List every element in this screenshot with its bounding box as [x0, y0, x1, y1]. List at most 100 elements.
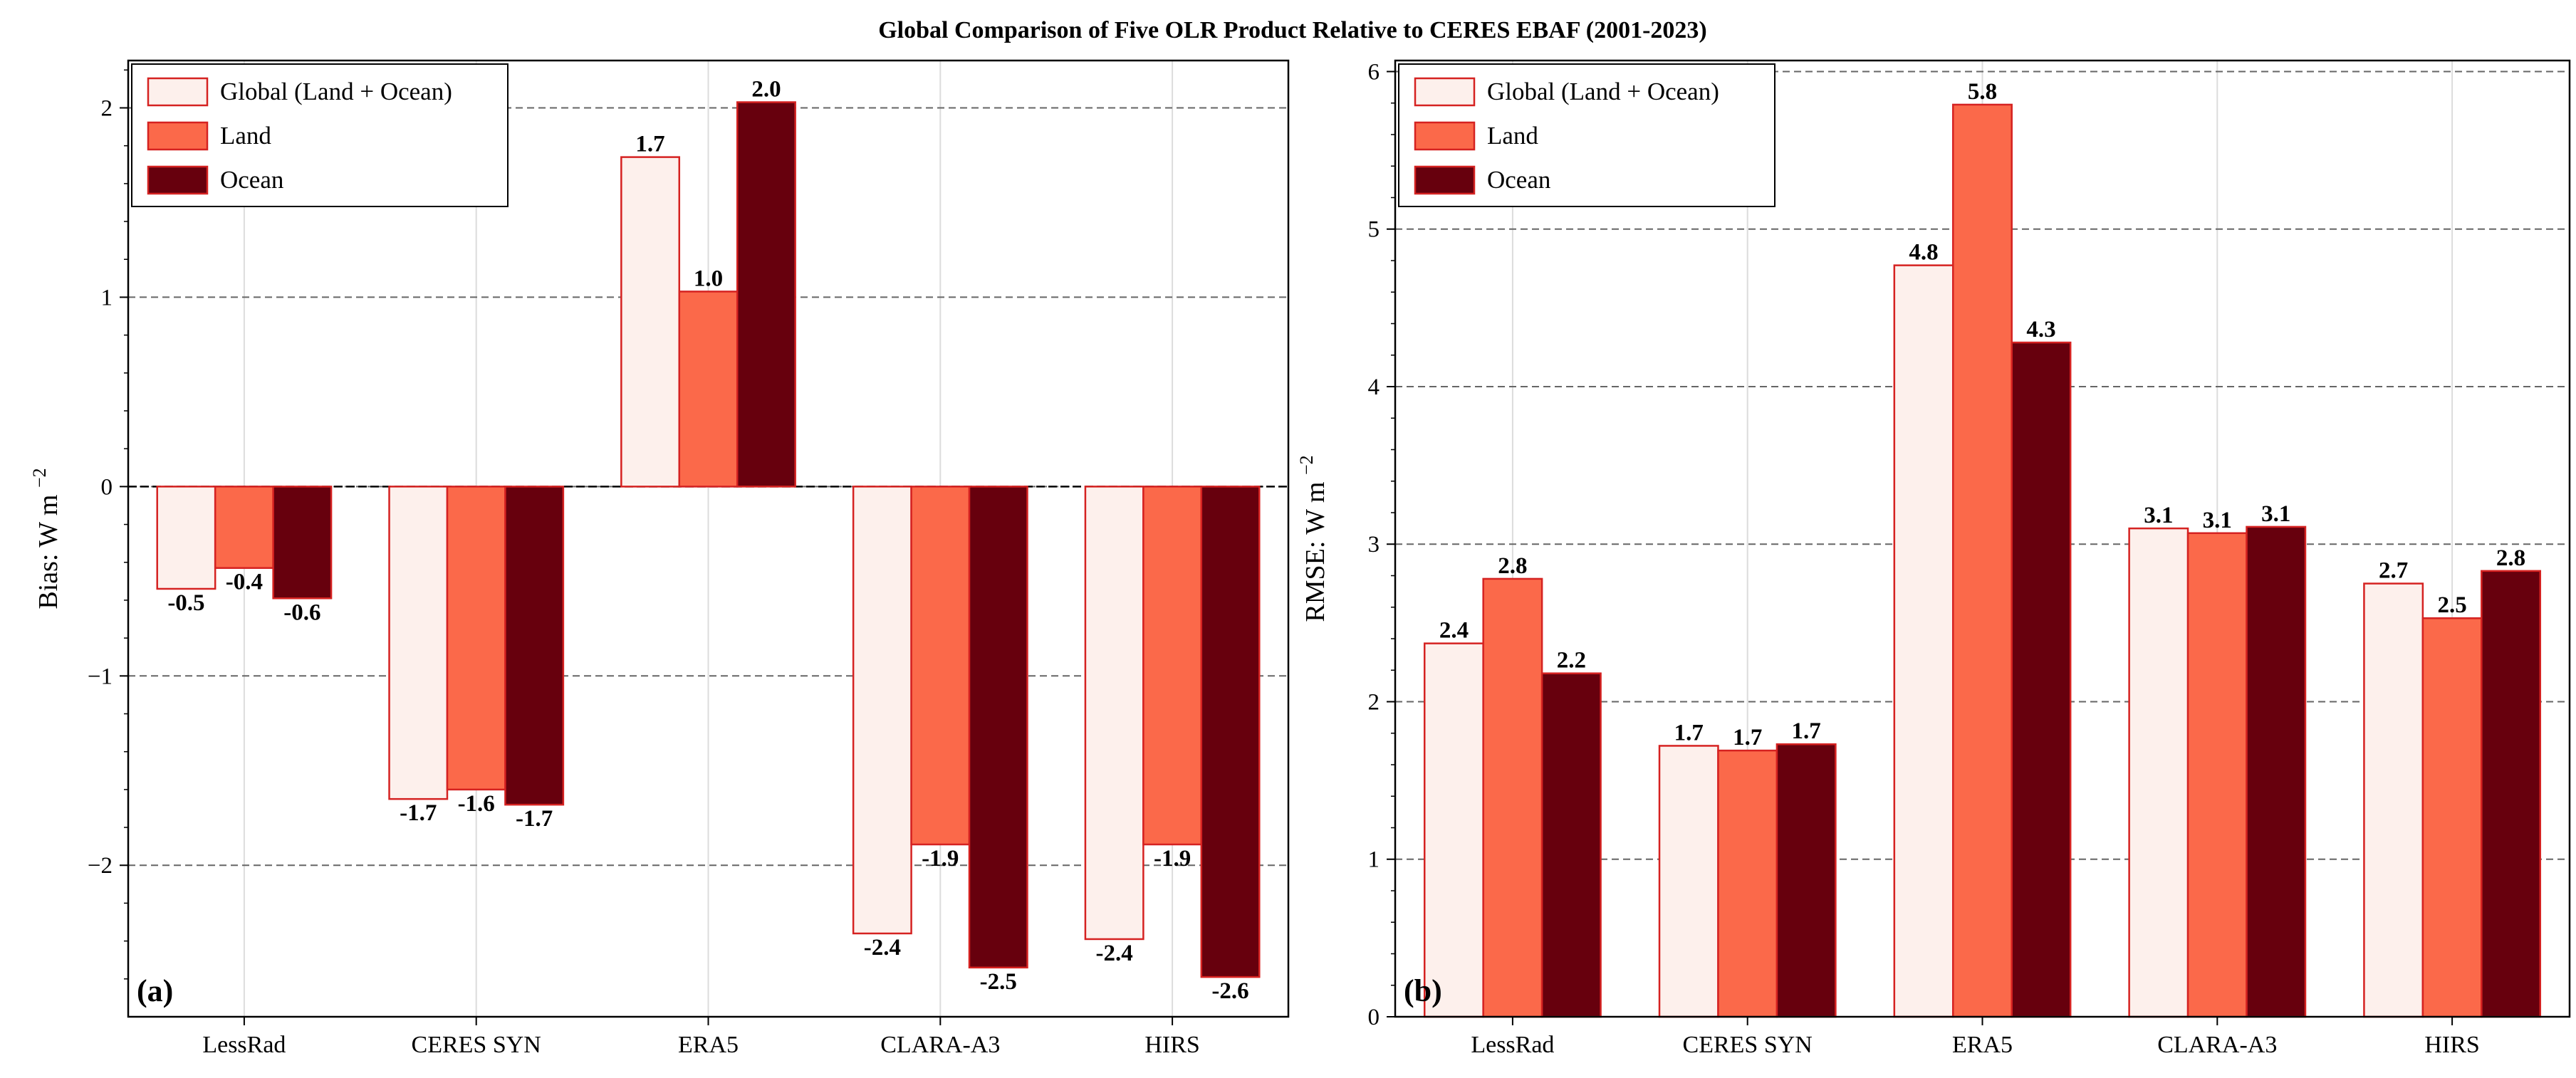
- legend-label-ocean: Ocean: [1487, 166, 1550, 194]
- data-label: 2.4: [1439, 618, 1469, 644]
- data-label: -2.5: [980, 969, 1017, 995]
- figure-title: Global Comparison of Five OLR Product Re…: [878, 17, 1707, 43]
- bar-global: [2363, 582, 2424, 1018]
- y-axis-label-text: RMSE: W m: [1300, 475, 1330, 622]
- x-tick-label: CERES SYN: [412, 1032, 541, 1058]
- data-label: -0.6: [283, 600, 320, 625]
- legend-swatch-land: [147, 121, 209, 151]
- data-label: 1.7: [635, 132, 664, 157]
- x-tick-label: HIRS: [2424, 1032, 2479, 1058]
- legend-swatch-land: [1414, 121, 1476, 151]
- bar-global: [1893, 264, 1954, 1018]
- data-label: 2.0: [751, 77, 781, 103]
- bar-global: [388, 486, 449, 800]
- bar-land: [910, 486, 971, 846]
- y-axis-label-superscript: −2: [29, 468, 50, 488]
- y-axis-label: Bias: W m −2: [29, 468, 63, 609]
- legend-swatch-global: [1414, 77, 1476, 107]
- y-tick-label: −1: [88, 664, 113, 689]
- x-tick-label: CERES SYN: [1683, 1032, 1813, 1058]
- data-label: -1.7: [400, 800, 437, 826]
- y-tick-label: 6: [1368, 59, 1380, 85]
- y-axis-label: RMSE: W m −2: [1296, 455, 1330, 622]
- bar-land: [2421, 617, 2483, 1018]
- data-label: 2.8: [1498, 553, 1527, 579]
- axes-frame: [127, 59, 1290, 1018]
- y-tick-label: 1: [1368, 847, 1380, 873]
- y-tick-label: 2: [101, 95, 113, 121]
- bar-ocean: [1775, 743, 1837, 1018]
- bar-ocean: [2246, 525, 2307, 1018]
- data-label: -1.9: [1154, 846, 1191, 872]
- data-label: -2.4: [1096, 941, 1133, 966]
- legend-label-global: Global (Land + Ocean): [1487, 78, 1719, 105]
- bar-ocean: [1200, 486, 1261, 978]
- data-label: 4.3: [2026, 317, 2055, 342]
- bar-ocean: [1540, 672, 1602, 1018]
- data-label: -0.4: [226, 570, 263, 595]
- y-tick-label: 0: [1368, 1005, 1380, 1030]
- x-tick-label: CLARA-A3: [2157, 1032, 2277, 1058]
- bar-land: [214, 486, 274, 569]
- bar-global: [1423, 642, 1484, 1018]
- legend-label-land: Land: [1487, 122, 1538, 150]
- y-tick-label: −2: [88, 853, 113, 879]
- legend-label-land: Land: [220, 122, 271, 150]
- legend-swatch-ocean: [1414, 165, 1476, 195]
- bar-land: [446, 486, 506, 791]
- data-label: 1.7: [1733, 725, 1762, 750]
- bar-ocean: [272, 486, 333, 600]
- y-axis-label-text: Bias: W m: [33, 488, 63, 609]
- bar-ocean: [504, 486, 565, 806]
- legend-label-global: Global (Land + Ocean): [220, 78, 452, 105]
- y-tick-label: 4: [1368, 375, 1380, 400]
- bar-global: [1084, 486, 1144, 941]
- y-tick-label: 2: [1368, 689, 1380, 715]
- bar-land: [1482, 577, 1543, 1018]
- bar-ocean: [2011, 341, 2072, 1018]
- data-label: 2.2: [1557, 648, 1586, 674]
- data-label: 3.1: [2203, 508, 2232, 533]
- bar-ocean: [968, 486, 1028, 969]
- data-label: 1.7: [1792, 718, 1821, 744]
- bar-global: [852, 486, 912, 935]
- bar-land: [1717, 749, 1778, 1018]
- x-tick-label: LessRad: [202, 1032, 286, 1058]
- panel-b: 0 1 2 3 4 5 6 2.4 2.8 2.2 LessRad 1.7 1.7 1.7 CERES SY…: [1296, 59, 2571, 1058]
- data-label: 2.8: [2496, 545, 2525, 571]
- x-tick-label: CLARA-A3: [880, 1032, 1000, 1058]
- legend-swatch-ocean: [147, 165, 209, 195]
- x-tick-label: ERA5: [1952, 1032, 2013, 1058]
- x-tick-label: LessRad: [1471, 1032, 1554, 1058]
- panel-label: (a): [137, 973, 173, 1008]
- y-axis-label-superscript: −2: [1296, 455, 1317, 475]
- legend-swatch-global: [147, 77, 209, 107]
- x-tick-label: HIRS: [1144, 1032, 1199, 1058]
- data-label: -1.7: [516, 806, 553, 832]
- data-label: -2.4: [864, 935, 901, 961]
- data-label: 2.5: [2437, 592, 2466, 618]
- data-label: -1.6: [458, 791, 495, 817]
- bar-land: [2186, 532, 2248, 1018]
- data-label: 2.7: [2379, 558, 2408, 584]
- data-label: -2.6: [1211, 978, 1248, 1004]
- axes-frame: [1394, 59, 2571, 1018]
- bar-global: [620, 156, 681, 488]
- y-tick-label: 1: [101, 285, 113, 310]
- bar-land: [1142, 486, 1203, 846]
- data-label: 5.8: [1968, 79, 1997, 105]
- legend-label-ocean: Ocean: [220, 166, 283, 194]
- data-label: 3.1: [2261, 501, 2290, 527]
- data-label: 1.0: [694, 266, 723, 291]
- panel-a: −2 −1 0 1 2 -0.5 -0.4 -0.6 LessRad -1.7 -1.6 -1.7 CE…: [29, 59, 1290, 1058]
- y-tick-label: 5: [1368, 217, 1380, 243]
- bar-ocean: [2481, 570, 2542, 1018]
- data-label: -0.5: [167, 590, 204, 616]
- data-label: 1.7: [1674, 720, 1704, 745]
- panel-label: (b): [1404, 973, 1442, 1008]
- bar-global: [1658, 745, 1719, 1018]
- y-tick-label: 0: [101, 474, 113, 500]
- y-tick-label: 3: [1368, 532, 1380, 558]
- data-label: 3.1: [2144, 503, 2173, 528]
